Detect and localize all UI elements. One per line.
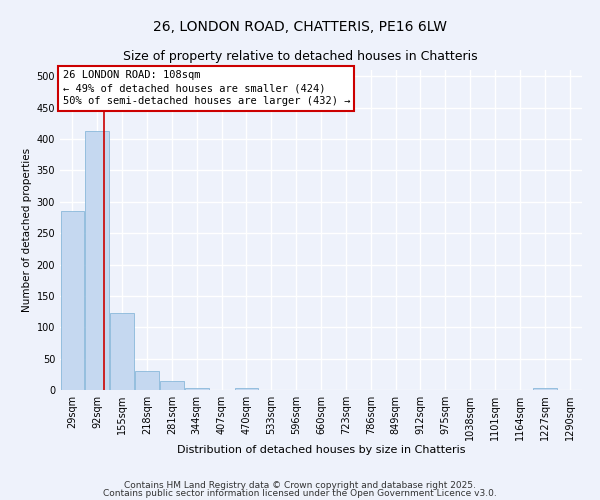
Text: 26, LONDON ROAD, CHATTERIS, PE16 6LW: 26, LONDON ROAD, CHATTERIS, PE16 6LW bbox=[153, 20, 447, 34]
Bar bbox=[185, 388, 209, 390]
Bar bbox=[160, 380, 184, 390]
Bar bbox=[135, 371, 159, 390]
Text: 26 LONDON ROAD: 108sqm
← 49% of detached houses are smaller (424)
50% of semi-de: 26 LONDON ROAD: 108sqm ← 49% of detached… bbox=[62, 70, 350, 106]
Bar bbox=[110, 314, 134, 390]
Bar bbox=[85, 131, 109, 390]
Bar bbox=[533, 388, 557, 390]
Text: Size of property relative to detached houses in Chatteris: Size of property relative to detached ho… bbox=[122, 50, 478, 63]
Y-axis label: Number of detached properties: Number of detached properties bbox=[22, 148, 32, 312]
Bar bbox=[235, 388, 258, 390]
X-axis label: Distribution of detached houses by size in Chatteris: Distribution of detached houses by size … bbox=[177, 444, 465, 454]
Bar bbox=[61, 211, 84, 390]
Text: Contains HM Land Registry data © Crown copyright and database right 2025.: Contains HM Land Registry data © Crown c… bbox=[124, 480, 476, 490]
Text: Contains public sector information licensed under the Open Government Licence v3: Contains public sector information licen… bbox=[103, 489, 497, 498]
